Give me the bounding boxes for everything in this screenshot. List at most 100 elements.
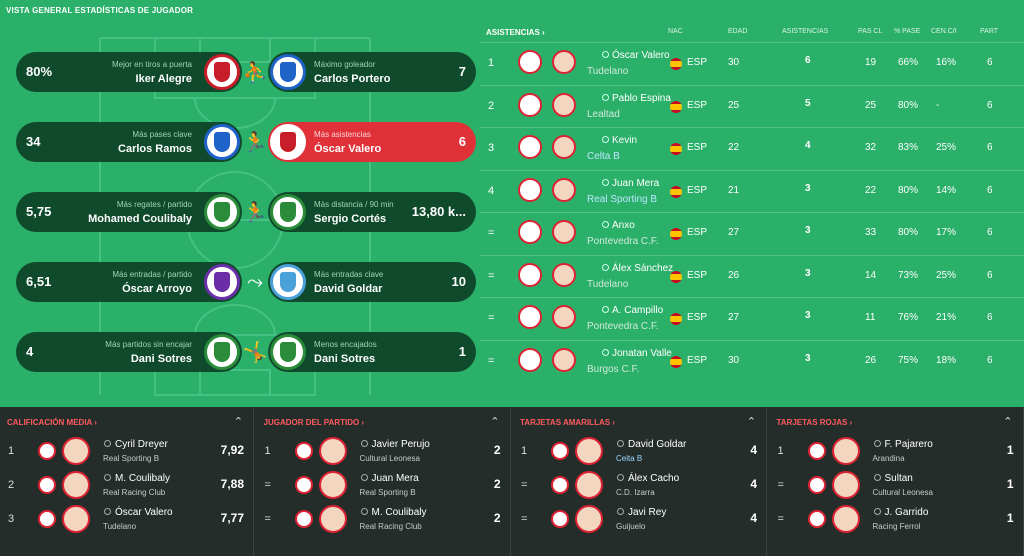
list-item[interactable]: = Juan Mera Real Sporting B 2 xyxy=(257,469,511,503)
list-item[interactable]: 1 Javier Perujo Cultural Leonesa 2 xyxy=(257,435,511,469)
player-name[interactable]: Sultan xyxy=(873,473,913,484)
player-name[interactable]: Juan Mera xyxy=(602,178,659,189)
stat-card-left[interactable]: 4 Más partidos sin encajar Dani Sotres xyxy=(16,332,242,372)
player-team[interactable]: Celta B xyxy=(587,151,620,162)
player-team[interactable]: Tudelano xyxy=(103,522,137,531)
col-assists[interactable]: ASISTENCIAS xyxy=(782,28,829,35)
list-item[interactable]: = M. Coulibaly Real Racing Club 2 xyxy=(257,503,511,537)
table-row[interactable]: 2 Pablo Espina Lealtad ESP 25 5 25 80% -… xyxy=(480,84,1024,127)
stat-player[interactable]: Carlos Portero xyxy=(314,73,391,85)
player-name[interactable]: Cyril Dreyer xyxy=(104,439,168,450)
list-item[interactable]: = Álex Cacho C.D. Izarra 4 xyxy=(513,469,767,503)
col-age[interactable]: EDAD xyxy=(728,28,748,35)
player-team[interactable]: Racing Ferrol xyxy=(872,522,921,531)
player-team[interactable]: Burgos C.F. xyxy=(587,363,640,375)
col-crosses[interactable]: CEN.C/I xyxy=(931,28,957,35)
shooting-player-icon: ⛹ xyxy=(242,61,268,84)
table-row[interactable]: 1 Óscar Valero Tudelano ESP 30 6 19 66% … xyxy=(480,42,1024,84)
panel-title[interactable]: JUGADOR DEL PARTIDO › xyxy=(263,418,365,427)
table-row[interactable]: = Jonatan Valle Burgos C.F. ESP 30 3 26 … xyxy=(480,339,1024,382)
stat-card-right[interactable]: Más entradas clave David Goldar 10 xyxy=(268,262,476,302)
table-row[interactable]: = Anxo Pontevedra C.F. ESP 27 3 33 80% 1… xyxy=(480,212,1024,254)
stat-card-left[interactable]: 6,51 Más entradas / partido Óscar Arroyo xyxy=(16,262,242,302)
stat-player[interactable]: Óscar Arroyo xyxy=(122,283,192,295)
stat-card-right[interactable]: Menos encajados Dani Sotres 1 xyxy=(268,332,476,372)
player-team[interactable]: Tudelano xyxy=(587,278,629,290)
player-name[interactable]: F. Pajarero xyxy=(873,439,933,450)
table-row[interactable]: = A. Campillo Pontevedra C.F. ESP 27 3 1… xyxy=(480,297,1024,339)
player-name[interactable]: M. Coulibaly xyxy=(360,507,427,518)
stat-card-left[interactable]: 34 Más pases clave Carlos Ramos xyxy=(16,122,242,162)
club-crest-icon xyxy=(551,476,569,494)
player-team[interactable]: Cultural Leonesa xyxy=(872,488,933,497)
stat-card-right[interactable]: Más distancia / 90 min Sergio Cortés 13,… xyxy=(268,192,476,232)
col-key-passes[interactable]: PAS CL xyxy=(858,28,883,35)
player-team[interactable]: Real Sporting B xyxy=(103,454,160,463)
stat-card-right[interactable]: Máximo goleador Carlos Portero 7 xyxy=(268,52,476,92)
player-name[interactable]: Juan Mera xyxy=(360,473,419,484)
list-item[interactable]: 3 Óscar Valero Tudelano 7,77 xyxy=(0,503,254,537)
player-team[interactable]: Lealtad xyxy=(587,108,620,120)
player-team[interactable]: Pontevedra C.F. xyxy=(587,321,659,332)
player-name[interactable]: A. Campillo xyxy=(602,305,663,316)
player-name[interactable]: M. Coulibaly xyxy=(104,473,170,484)
panel-title[interactable]: CALIFICACIÓN MEDIA › xyxy=(7,418,97,427)
player-team[interactable]: Tudelano xyxy=(587,66,629,77)
player-team[interactable]: Real Sporting B xyxy=(359,488,416,497)
player-team[interactable]: Real Racing Club xyxy=(359,522,422,531)
stat-player[interactable]: Dani Sotres xyxy=(314,353,376,365)
player-name[interactable]: Álex Cacho xyxy=(617,473,679,484)
table-row[interactable]: 3 Kevin Celta B ESP 22 4 32 83% 25% 6 xyxy=(480,127,1024,169)
stat-card-right[interactable]: Más asistencias Óscar Valero 6 xyxy=(268,122,476,162)
list-item[interactable]: 2 M. Coulibaly Real Racing Club 7,88 xyxy=(0,469,254,503)
player-name[interactable]: J. Garrido xyxy=(873,507,928,518)
player-team[interactable]: Arandina xyxy=(872,454,905,463)
chevron-up-icon[interactable]: ⌃ xyxy=(746,416,756,428)
col-nat[interactable]: NAC xyxy=(668,28,683,35)
stat-player[interactable]: Dani Sotres xyxy=(130,353,192,365)
chevron-up-icon[interactable]: ⌃ xyxy=(233,416,243,428)
player-team[interactable]: Real Sporting B xyxy=(587,193,658,205)
list-item[interactable]: 1 F. Pajarero Arandina 1 xyxy=(770,435,1024,469)
stat-player[interactable]: Iker Alegre xyxy=(135,73,192,85)
spain-flag-icon xyxy=(670,100,682,113)
player-name[interactable]: Álex Sánchez xyxy=(602,263,673,274)
spain-flag-icon xyxy=(670,58,682,70)
player-name[interactable]: Anxo xyxy=(602,220,635,231)
player-name[interactable]: Kevin xyxy=(602,135,637,146)
list-item[interactable]: = J. Garrido Racing Ferrol 1 xyxy=(770,503,1024,537)
player-name[interactable]: David Goldar xyxy=(617,439,686,450)
player-team[interactable]: C.D. Izarra xyxy=(616,488,655,497)
player-team[interactable]: Cultural Leonesa xyxy=(359,454,420,463)
stat-player[interactable]: Mohamed Coulibaly xyxy=(88,213,192,225)
player-name[interactable]: Óscar Valero xyxy=(602,50,670,61)
assists-table-title[interactable]: ASISTENCIAS › xyxy=(486,28,545,37)
player-team[interactable]: Pontevedra C.F. xyxy=(587,236,659,247)
col-pass-pct[interactable]: % PASE xyxy=(894,28,921,35)
list-item[interactable]: 1 Cyril Dreyer Real Sporting B 7,92 xyxy=(0,435,254,469)
stat-player[interactable]: Carlos Ramos xyxy=(118,143,192,155)
player-name[interactable]: Pablo Espina xyxy=(602,93,671,104)
list-item[interactable]: 1 David Goldar Celta B 4 xyxy=(513,435,767,469)
player-name[interactable]: Jonatan Valle xyxy=(602,348,672,359)
chevron-up-icon[interactable]: ⌃ xyxy=(1003,416,1013,428)
list-item[interactable]: = Javi Rey Guijuelo 4 xyxy=(513,503,767,537)
col-apps[interactable]: PART xyxy=(980,28,999,35)
player-name[interactable]: Javier Perujo xyxy=(360,439,430,450)
stat-player[interactable]: Óscar Valero xyxy=(314,143,382,155)
panel-title[interactable]: TARJETAS AMARILLAS › xyxy=(520,418,615,427)
chevron-up-icon[interactable]: ⌃ xyxy=(490,416,500,428)
table-row[interactable]: 4 Juan Mera Real Sporting B ESP 21 3 22 … xyxy=(480,169,1024,212)
stat-player[interactable]: David Goldar xyxy=(314,283,383,295)
stat-card-left[interactable]: 80% Mejor en tiros a puerta Iker Alegre xyxy=(16,52,242,92)
player-name[interactable]: Óscar Valero xyxy=(104,507,173,518)
table-row[interactable]: = Álex Sánchez Tudelano ESP 26 3 14 73% … xyxy=(480,254,1024,297)
player-team[interactable]: Guijuelo xyxy=(616,522,646,531)
stat-player[interactable]: Sergio Cortés xyxy=(314,213,387,225)
panel-title[interactable]: TARJETAS ROJAS › xyxy=(776,418,853,427)
stat-card-left[interactable]: 5,75 Más regates / partido Mohamed Couli… xyxy=(16,192,242,232)
player-team[interactable]: Celta B xyxy=(616,454,643,463)
list-item[interactable]: = Sultan Cultural Leonesa 1 xyxy=(770,469,1024,503)
player-team[interactable]: Real Racing Club xyxy=(103,488,166,497)
player-name[interactable]: Javi Rey xyxy=(617,507,666,518)
